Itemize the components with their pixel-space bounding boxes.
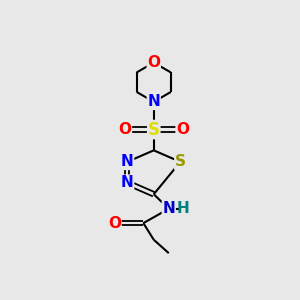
- Text: S: S: [175, 154, 186, 169]
- Text: N: N: [121, 175, 134, 190]
- Text: O: O: [176, 122, 189, 137]
- Text: N: N: [147, 94, 160, 109]
- Text: N: N: [162, 201, 175, 216]
- Text: N: N: [121, 154, 134, 169]
- Text: O: O: [118, 122, 131, 137]
- Text: S: S: [148, 121, 160, 139]
- Text: O: O: [108, 216, 121, 231]
- Text: H: H: [177, 201, 190, 216]
- Text: O: O: [147, 55, 160, 70]
